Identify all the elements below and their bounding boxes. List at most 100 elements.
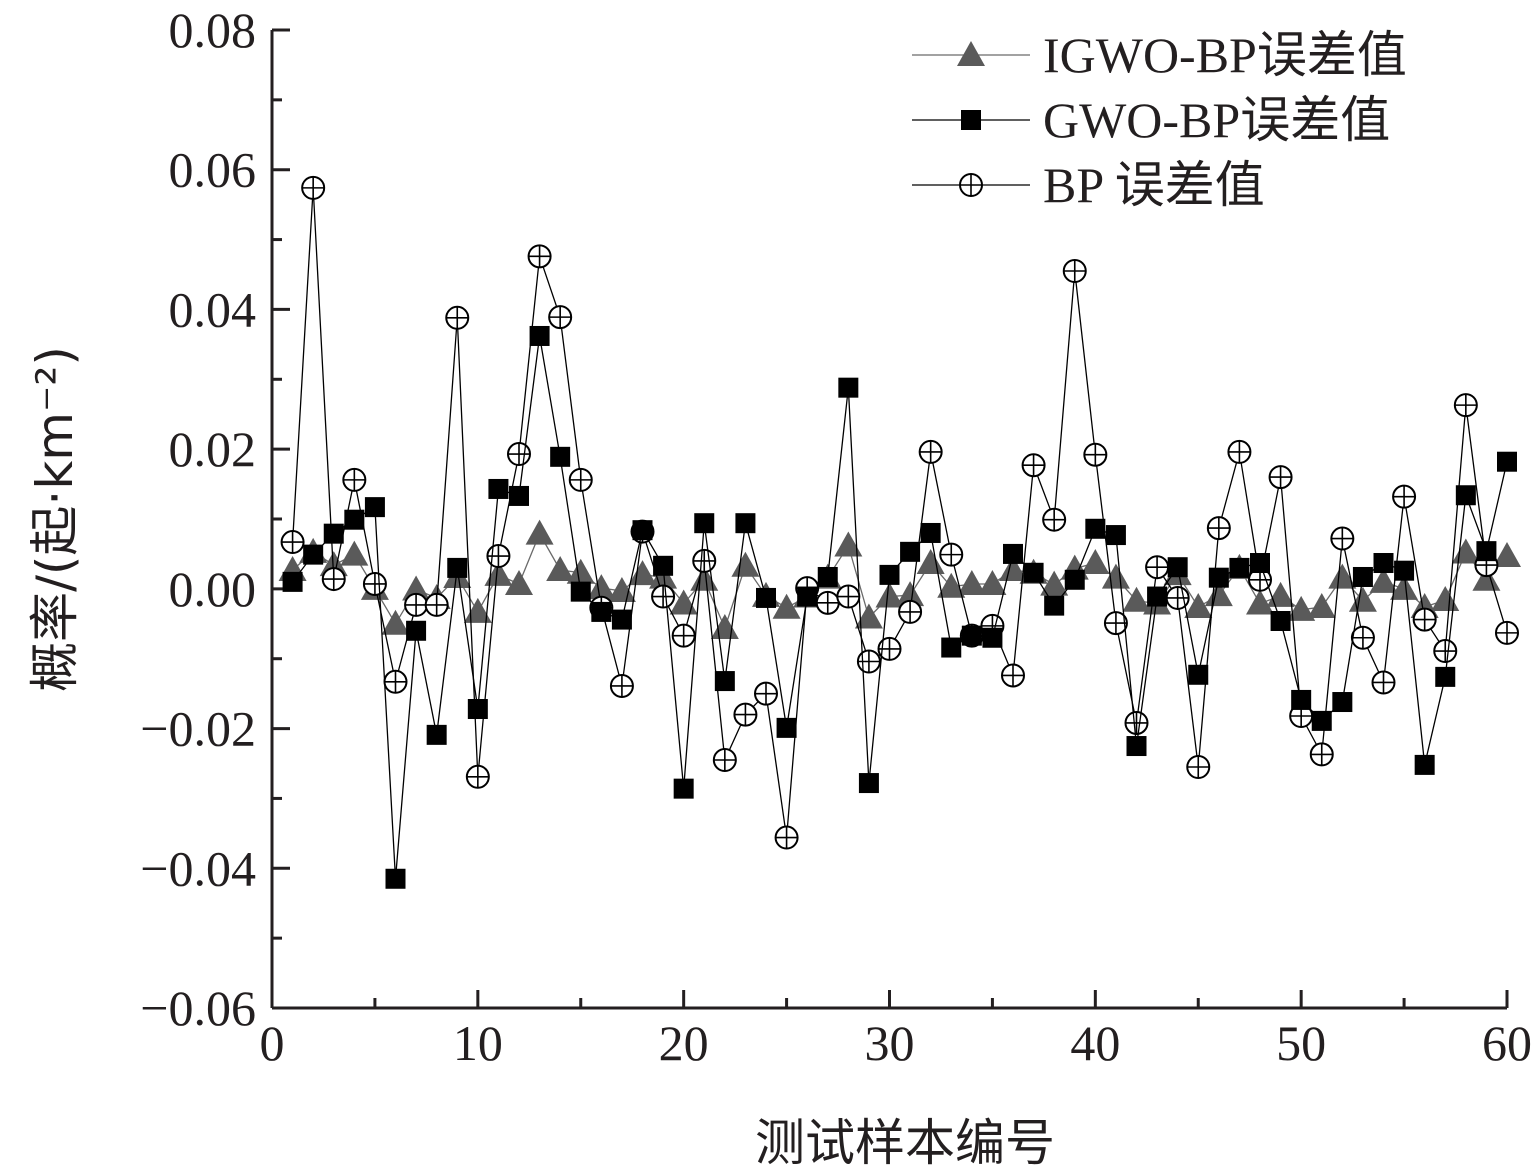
square-marker bbox=[879, 564, 900, 585]
circle-plus-marker bbox=[1186, 754, 1211, 779]
square-marker bbox=[1311, 710, 1332, 731]
square-marker bbox=[550, 446, 571, 467]
legend-label: GWO-BP误差值 bbox=[1043, 92, 1390, 148]
circle-plus-marker bbox=[836, 584, 861, 609]
circle-plus-marker bbox=[465, 764, 490, 789]
triangle-marker bbox=[607, 576, 636, 602]
square-marker bbox=[1497, 451, 1517, 472]
circle-plus-marker bbox=[280, 530, 305, 555]
square-marker bbox=[529, 325, 550, 346]
circle-plus-marker bbox=[383, 669, 408, 694]
circle-plus-marker bbox=[815, 590, 840, 615]
circle-plus-marker bbox=[424, 592, 449, 617]
triangle-marker bbox=[978, 569, 1007, 595]
series-square bbox=[282, 325, 1517, 889]
triangle-marker bbox=[1246, 589, 1274, 615]
square-marker bbox=[1435, 666, 1456, 687]
square-marker bbox=[447, 557, 468, 578]
triangle-marker bbox=[834, 531, 863, 557]
triangle-marker bbox=[484, 560, 513, 586]
square-marker bbox=[303, 544, 324, 565]
legend-item: BP 误差值 bbox=[912, 157, 1265, 213]
circle-plus-marker bbox=[301, 175, 326, 200]
legend: IGWO-BP误差值 GWO-BP误差值 BP 误差值 bbox=[912, 27, 1407, 213]
square-marker bbox=[1023, 562, 1044, 583]
triangle-marker bbox=[999, 555, 1027, 581]
square-marker bbox=[982, 627, 1003, 648]
circle-plus-marker bbox=[342, 467, 367, 492]
y-tick-label: −0.02 bbox=[140, 701, 256, 757]
triangle-marker bbox=[1184, 593, 1213, 619]
triangle-marker bbox=[957, 569, 986, 595]
triangle-marker bbox=[525, 519, 554, 545]
square-marker bbox=[323, 523, 344, 544]
circle-plus-marker bbox=[1206, 516, 1231, 541]
square-marker bbox=[1291, 689, 1312, 710]
circle-plus-marker bbox=[609, 673, 634, 698]
triangle-marker bbox=[896, 581, 925, 607]
triangle-marker bbox=[1369, 567, 1398, 593]
circle-plus-marker bbox=[1392, 484, 1417, 509]
y-tick-label: 0.00 bbox=[169, 561, 257, 617]
triangle-marker bbox=[875, 582, 904, 608]
circle-plus-marker bbox=[527, 244, 552, 269]
square-marker bbox=[961, 110, 981, 130]
square-marker bbox=[509, 485, 529, 506]
square-marker bbox=[941, 637, 962, 658]
triangle-marker bbox=[772, 593, 801, 619]
circle-plus-marker bbox=[651, 584, 676, 609]
circle-plus-marker bbox=[1103, 611, 1128, 636]
circle-plus-marker bbox=[404, 592, 429, 617]
square-marker bbox=[1167, 557, 1188, 578]
circle-plus-marker bbox=[1042, 507, 1067, 532]
square-marker bbox=[1352, 566, 1373, 587]
square-marker bbox=[1188, 664, 1209, 685]
circle-plus-marker bbox=[321, 567, 346, 592]
circle-plus-marker bbox=[1083, 442, 1108, 467]
legend-label: BP 误差值 bbox=[1043, 157, 1265, 213]
circle-plus-marker bbox=[754, 681, 778, 706]
triangle-marker bbox=[1451, 538, 1480, 564]
x-tick-label: 0 bbox=[260, 1015, 285, 1071]
legend-item: GWO-BP误差值 bbox=[912, 92, 1390, 148]
square-marker bbox=[961, 625, 982, 646]
y-tick-label: 0.06 bbox=[169, 142, 257, 198]
circle-plus-marker bbox=[774, 825, 799, 850]
x-tick-label: 40 bbox=[1070, 1015, 1120, 1071]
square-marker bbox=[1373, 553, 1394, 574]
triangle-marker bbox=[710, 613, 739, 639]
triangle-marker bbox=[546, 555, 575, 581]
square-marker bbox=[1126, 736, 1147, 757]
square-marker bbox=[1476, 541, 1497, 562]
square-marker bbox=[611, 609, 632, 630]
square-marker bbox=[385, 868, 406, 889]
triangle-marker bbox=[957, 41, 985, 66]
square-marker bbox=[364, 497, 385, 518]
y-tick-label: 0.04 bbox=[169, 281, 257, 337]
square-marker bbox=[838, 377, 859, 398]
triangle-marker bbox=[1431, 586, 1460, 612]
y-tick-label: 0.08 bbox=[169, 2, 257, 58]
triangle-marker bbox=[628, 560, 657, 586]
square-marker bbox=[776, 717, 797, 738]
square-marker bbox=[632, 520, 653, 541]
square-marker bbox=[735, 513, 756, 534]
circle-plus-marker bbox=[1433, 639, 1458, 664]
triangle-marker bbox=[1081, 549, 1110, 575]
circle-plus-marker bbox=[1145, 555, 1170, 580]
circle-plus-marker bbox=[507, 442, 531, 467]
circle-plus-marker bbox=[1412, 607, 1437, 632]
square-marker bbox=[1270, 610, 1291, 631]
square-marker bbox=[1208, 567, 1229, 588]
circle-plus-marker bbox=[1001, 663, 1025, 688]
square-marker bbox=[1332, 692, 1353, 713]
x-axis-title: 测试样本编号 bbox=[755, 1114, 1055, 1172]
circle-plus-marker bbox=[712, 748, 737, 773]
triangle-marker bbox=[587, 574, 616, 600]
circle-plus-marker bbox=[959, 173, 983, 197]
square-marker bbox=[1105, 525, 1126, 546]
square-marker bbox=[1250, 553, 1270, 574]
circle-plus-marker bbox=[1227, 439, 1252, 464]
axes: 0 10 20 30 40 50 60 0.08 0.06 0.04 0.02 0.00 −0.02 −0… bbox=[140, 2, 1532, 1071]
square-marker bbox=[756, 587, 776, 608]
